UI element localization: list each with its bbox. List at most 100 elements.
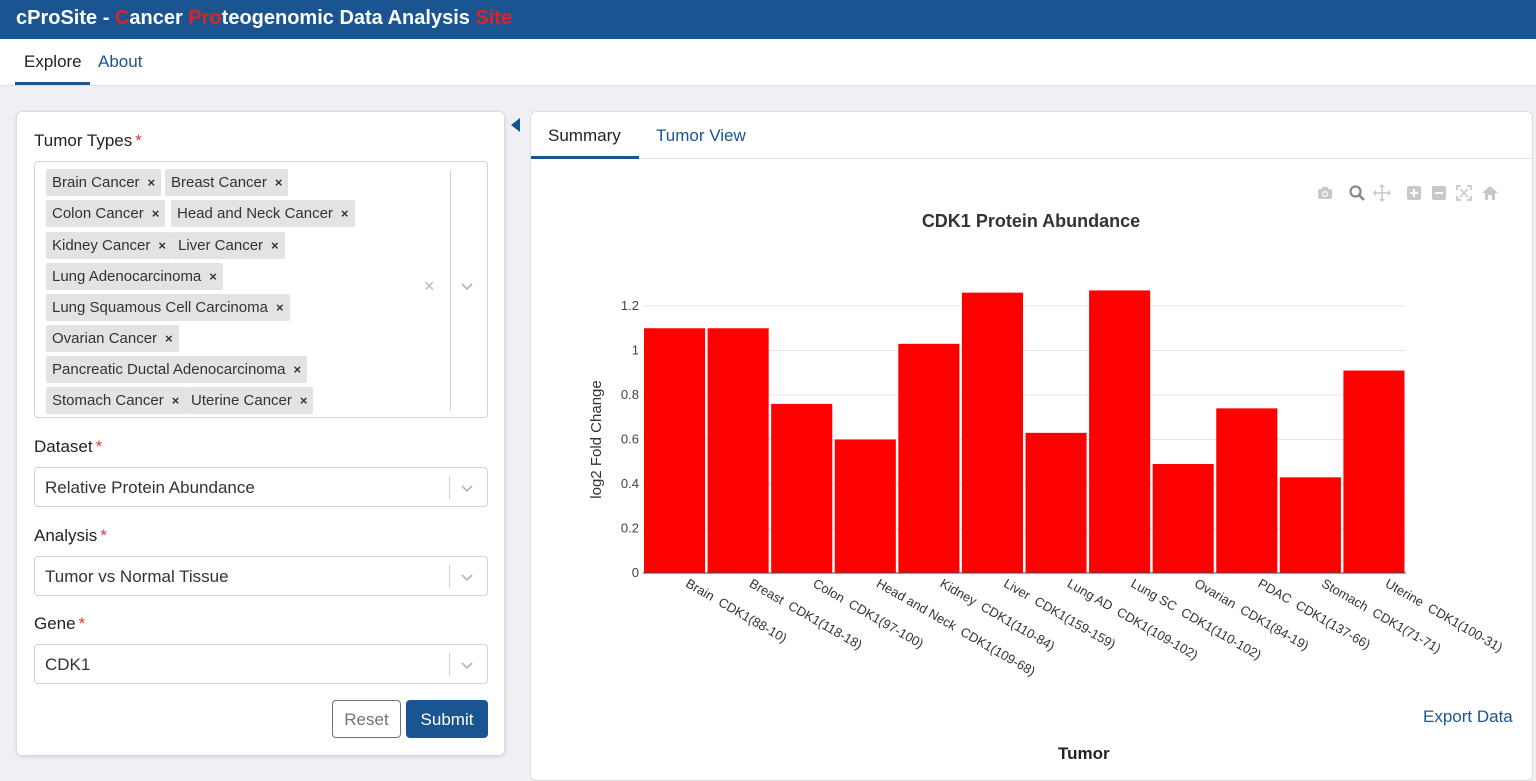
remove-tag-icon[interactable]: × (165, 331, 173, 346)
autoscale-icon[interactable] (1455, 184, 1473, 202)
remove-tag-icon[interactable]: × (151, 206, 160, 221)
x-tick-label: Uterine CDK1(100-31) (1383, 576, 1506, 655)
tumor-type-tag-label: Ovarian Cancer (52, 330, 158, 347)
y-tick-label: 0.4 (621, 476, 639, 491)
gene-label: Gene * (34, 614, 86, 633)
app-title-part: C (114, 7, 130, 29)
tumor-type-tag-label: Uterine Cancer (191, 392, 292, 409)
nav-tab-explore[interactable]: Explore (24, 52, 82, 71)
tumor-type-tag-label: Kidney Cancer (52, 237, 151, 254)
y-axis-title: log2 Fold Change (588, 380, 605, 498)
tumor-type-tag: Brain Cancer × (46, 169, 162, 196)
tab-summary[interactable]: Summary (548, 126, 621, 145)
app-title: cProSite - Cancer Proteogenomic Data Ana… (0, 0, 1536, 39)
camera-icon[interactable] (1316, 184, 1334, 202)
tumor-type-tag: Breast Cancer × (165, 169, 289, 196)
gene-select[interactable]: CDK1 (34, 644, 488, 684)
bar (834, 439, 896, 573)
tumor-type-tag: Colon Cancer × (46, 200, 166, 227)
tumor-type-tag-label: Colon Cancer (52, 205, 144, 222)
zoom-in-icon[interactable] (1405, 184, 1423, 202)
chevron-down-icon[interactable] (460, 481, 474, 495)
tab-tumor-view[interactable]: Tumor View (656, 126, 746, 145)
bar (1343, 370, 1405, 573)
bar (1216, 408, 1278, 573)
chevron-down-icon[interactable] (460, 570, 474, 584)
analysis-label: Analysis * (34, 526, 107, 545)
remove-tag-icon[interactable]: × (271, 238, 279, 253)
remove-tag-icon[interactable]: × (147, 175, 156, 190)
remove-tag-icon[interactable]: × (209, 269, 217, 284)
bar-chart: CDK1 Protein Abundance 0 0.2 0.4 0.6 0.8 1 1.2 l… (588, 211, 1506, 679)
tumor-type-tag-label: Liver Cancer (178, 237, 264, 254)
remove-tag-icon[interactable]: × (171, 393, 180, 408)
analysis-select[interactable]: Tumor vs Normal Tissue (34, 556, 488, 596)
remove-tag-icon[interactable]: × (293, 362, 302, 377)
reset-axes-icon[interactable] (1481, 184, 1499, 202)
tab-active-indicator (531, 156, 639, 159)
y-tick-label: 1.2 (621, 298, 639, 313)
bar (771, 403, 833, 573)
y-tick-label: 0 (632, 565, 639, 580)
tumor-types-select[interactable]: × Brain Cancer × Breast Cancer × Colon Cance… (34, 161, 488, 418)
results-panel: Summary Tumor View CDK1 Protein Abundanc… (530, 111, 1533, 781)
gene-value: CDK1 (45, 655, 91, 674)
analysis-value: Tumor vs Normal Tissue (45, 567, 229, 586)
nav-tab-about[interactable]: About (98, 52, 143, 71)
bar (644, 328, 706, 573)
tumor-type-tag: Stomach Cancer × (46, 387, 186, 414)
select-divider (450, 170, 451, 410)
app-title-part: Site (475, 7, 513, 29)
chevron-down-icon[interactable] (460, 279, 474, 293)
tumor-type-tag: Lung Adenocarcinoma × (46, 263, 223, 290)
dataset-select[interactable]: Relative Protein Abundance (34, 467, 488, 507)
bar (707, 328, 769, 573)
app-title-part: ancer (129, 7, 189, 29)
app-title-part: Pro (188, 7, 222, 29)
remove-tag-icon[interactable]: × (340, 206, 349, 221)
export-data-link[interactable]: Export Data (1423, 707, 1513, 726)
tumor-type-tag: Liver Cancer × (172, 232, 285, 259)
x-tick-label: Colon CDK1(97-100) (810, 576, 926, 651)
x-tick-label: Liver CDK1(159-159) (1001, 576, 1118, 652)
remove-tag-icon[interactable]: × (275, 300, 284, 315)
x-tick-label: Stomach CDK1(71-71) (1319, 576, 1444, 657)
tumor-type-tag: Ovarian Cancer × (46, 325, 179, 352)
tumor-type-tag-label: Brain Cancer (52, 174, 140, 191)
tumor-type-tag: Uterine Cancer × (185, 387, 314, 414)
tumor-type-tag-label: Lung Adenocarcinoma (52, 268, 202, 285)
reset-button[interactable]: Reset (332, 700, 401, 738)
x-tick-label: Breast CDK1(118-18) (747, 576, 865, 653)
x-axis-title: Tumor (1058, 744, 1110, 763)
dataset-label: Dataset * (34, 437, 103, 456)
clear-all-icon[interactable]: × (424, 276, 435, 296)
x-tick-label: PDAC CDK1(137-66) (1256, 576, 1374, 653)
zoom-out-icon[interactable] (1430, 184, 1448, 202)
submit-button[interactable]: Submit (406, 700, 488, 738)
bar (1152, 463, 1214, 573)
collapse-panel-icon[interactable] (511, 118, 520, 132)
tumor-type-tag: Lung Squamous Cell Carcinoma × (46, 294, 290, 321)
tumor-type-tag-label: Lung Squamous Cell Carcinoma (52, 299, 268, 316)
chevron-down-icon[interactable] (460, 658, 474, 672)
nav-active-indicator (15, 82, 90, 85)
zoom-icon[interactable] (1348, 184, 1366, 202)
y-tick-label: 0.6 (621, 432, 639, 447)
y-tick-label: 1 (632, 343, 639, 358)
remove-tag-icon[interactable]: × (158, 238, 166, 253)
tumor-types-label: Tumor Types * (34, 131, 142, 150)
remove-tag-icon[interactable]: × (299, 393, 308, 408)
tumor-type-tag: Kidney Cancer × (46, 232, 172, 259)
tumor-type-tag: Pancreatic Ductal Adenocarcinoma × (46, 356, 308, 383)
pan-icon[interactable] (1373, 184, 1391, 202)
app-title-part: teogenomic Data Analysis (221, 7, 476, 29)
results-tabs: Summary Tumor View (531, 112, 1532, 159)
bar (898, 343, 960, 573)
tumor-type-tag: Head and Neck Cancer × (171, 200, 355, 227)
tumor-type-tag-label: Stomach Cancer (52, 392, 164, 409)
y-tick-label: 0.8 (621, 387, 639, 402)
remove-tag-icon[interactable]: × (274, 175, 283, 190)
chart-title: CDK1 Protein Abundance (922, 211, 1140, 231)
tumor-type-tag-label: Head and Neck Cancer (177, 205, 333, 222)
app-title-part: cProSite - (16, 7, 115, 29)
